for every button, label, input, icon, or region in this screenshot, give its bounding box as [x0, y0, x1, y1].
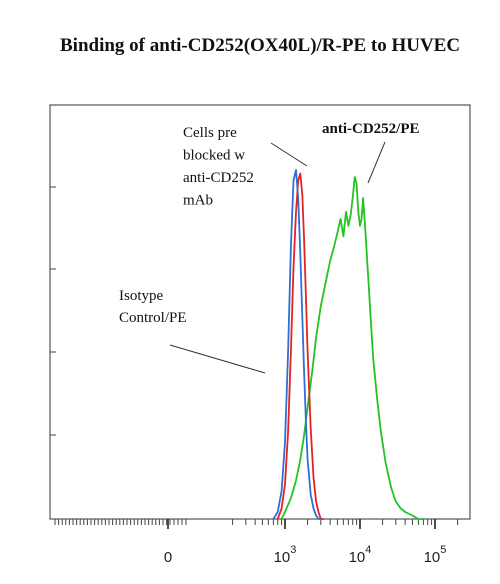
x-tick-exponent: 4	[365, 544, 371, 556]
annotation-leader-line	[367, 141, 386, 184]
x-tick-exponent: 3	[290, 544, 296, 556]
y-axis-ticks	[50, 186, 56, 436]
x-tick-label: 104	[349, 544, 372, 566]
x-tick-label: 0	[164, 549, 172, 566]
curve-annotation-text: blocked w	[183, 148, 245, 164]
plot-frame	[49, 104, 471, 520]
curve-annotation-text: anti-CD252/PE	[322, 121, 420, 137]
curve-annotations: Isotype Control/PE Cells pre blocked w anti-…	[119, 121, 420, 374]
annotation-leader-line	[169, 344, 266, 374]
histogram-curves	[272, 169, 424, 520]
curve-annotation-text: Isotype	[119, 288, 164, 304]
curve-annotation-text: anti-CD252	[183, 170, 254, 186]
histogram-series-line	[276, 172, 324, 520]
x-tick-label: 103	[274, 544, 297, 566]
x-axis-tick-labels: 0 103 104 105	[164, 544, 447, 566]
curve-annotation-text: Control/PE	[119, 310, 187, 326]
histogram-series-line	[280, 176, 424, 520]
x-tick-label: 105	[424, 544, 447, 566]
histogram-series-line	[272, 169, 321, 520]
curve-annotation-text: Cells pre	[183, 125, 237, 141]
x-axis-minor-ticks	[54, 519, 459, 529]
x-tick-exponent: 5	[440, 544, 446, 556]
curve-annotation-text: mAb	[183, 193, 213, 209]
annotation-leader-line	[270, 142, 308, 167]
chart-title: Binding of anti-CD252(OX40L)/R-PE to HUV…	[60, 35, 461, 56]
